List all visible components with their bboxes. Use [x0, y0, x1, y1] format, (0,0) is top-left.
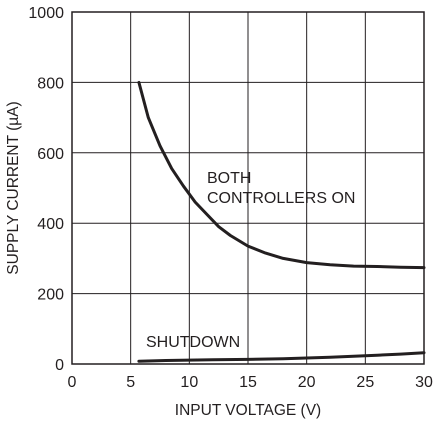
series-label: CONTROLLERS ON — [207, 190, 355, 207]
series-line-both-controllers-on — [137, 80, 426, 270]
series-label: BOTH — [207, 170, 251, 187]
y-tick-label: 0 — [55, 357, 64, 374]
x-tick-labels: 0 5 10 15 20 25 30 — [68, 374, 433, 391]
x-tick-label: 15 — [239, 374, 257, 391]
x-axis-label: INPUT VOLTAGE (V) — [175, 402, 321, 419]
series-annotations: BOTH CONTROLLERS ON SHUTDOWN — [146, 170, 355, 351]
grid — [71, 11, 425, 365]
x-tick-label: 30 — [415, 374, 433, 391]
series-label: SHUTDOWN — [146, 334, 240, 351]
y-tick-label: 600 — [37, 146, 64, 163]
y-tick-label: 800 — [37, 75, 64, 92]
y-tick-label: 1000 — [28, 5, 64, 22]
y-tick-label: 400 — [37, 216, 64, 233]
series-layer — [137, 80, 426, 363]
x-tick-label: 5 — [126, 374, 135, 391]
x-tick-label: 0 — [68, 374, 77, 391]
x-tick-label: 25 — [356, 374, 374, 391]
series-line-shutdown — [137, 351, 426, 363]
y-tick-labels: 0 200 400 600 800 1000 — [28, 5, 64, 374]
y-tick-label: 200 — [37, 287, 64, 304]
plot-frame — [71, 11, 425, 365]
x-tick-label: 10 — [180, 374, 198, 391]
x-tick-label: 20 — [298, 374, 316, 391]
y-axis-label: SUPPLY CURRENT (µA) — [5, 101, 22, 274]
